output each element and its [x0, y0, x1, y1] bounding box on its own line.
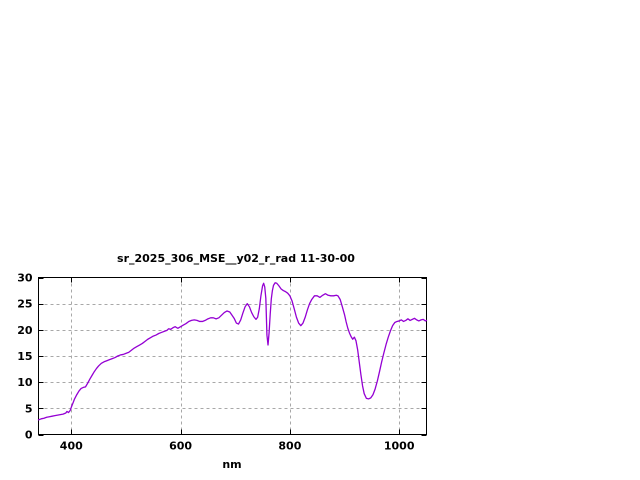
- tick-marks: [38, 277, 427, 437]
- gridlines: [38, 277, 427, 435]
- plot-frame: [37, 276, 428, 436]
- x-tick-label: 1000: [384, 440, 415, 453]
- y-tick-label: 15: [17, 350, 32, 363]
- y-tick-label: 0: [25, 429, 33, 442]
- x-axis-title: nm: [222, 458, 241, 471]
- y-axis-tick-labels: 0 5 10 15 20 25 30: [17, 272, 33, 442]
- x-tick-label: 800: [278, 440, 301, 453]
- y-tick-label: 10: [17, 376, 33, 389]
- x-tick-label: 600: [169, 440, 192, 453]
- data-series-group: [37, 282, 428, 421]
- y-tick-label: 20: [17, 324, 33, 337]
- y-tick-label: 25: [17, 298, 32, 311]
- x-tick-label: 400: [60, 440, 83, 453]
- y-tick-label: 5: [25, 402, 33, 415]
- data-line-r_rad: [37, 282, 428, 421]
- chart-title: sr_2025_306_MSE__y02_r_rad 11-30-00: [117, 252, 355, 265]
- y-tick-label: 30: [17, 272, 33, 285]
- x-axis-tick-labels: 400 600 800 1000: [60, 440, 415, 453]
